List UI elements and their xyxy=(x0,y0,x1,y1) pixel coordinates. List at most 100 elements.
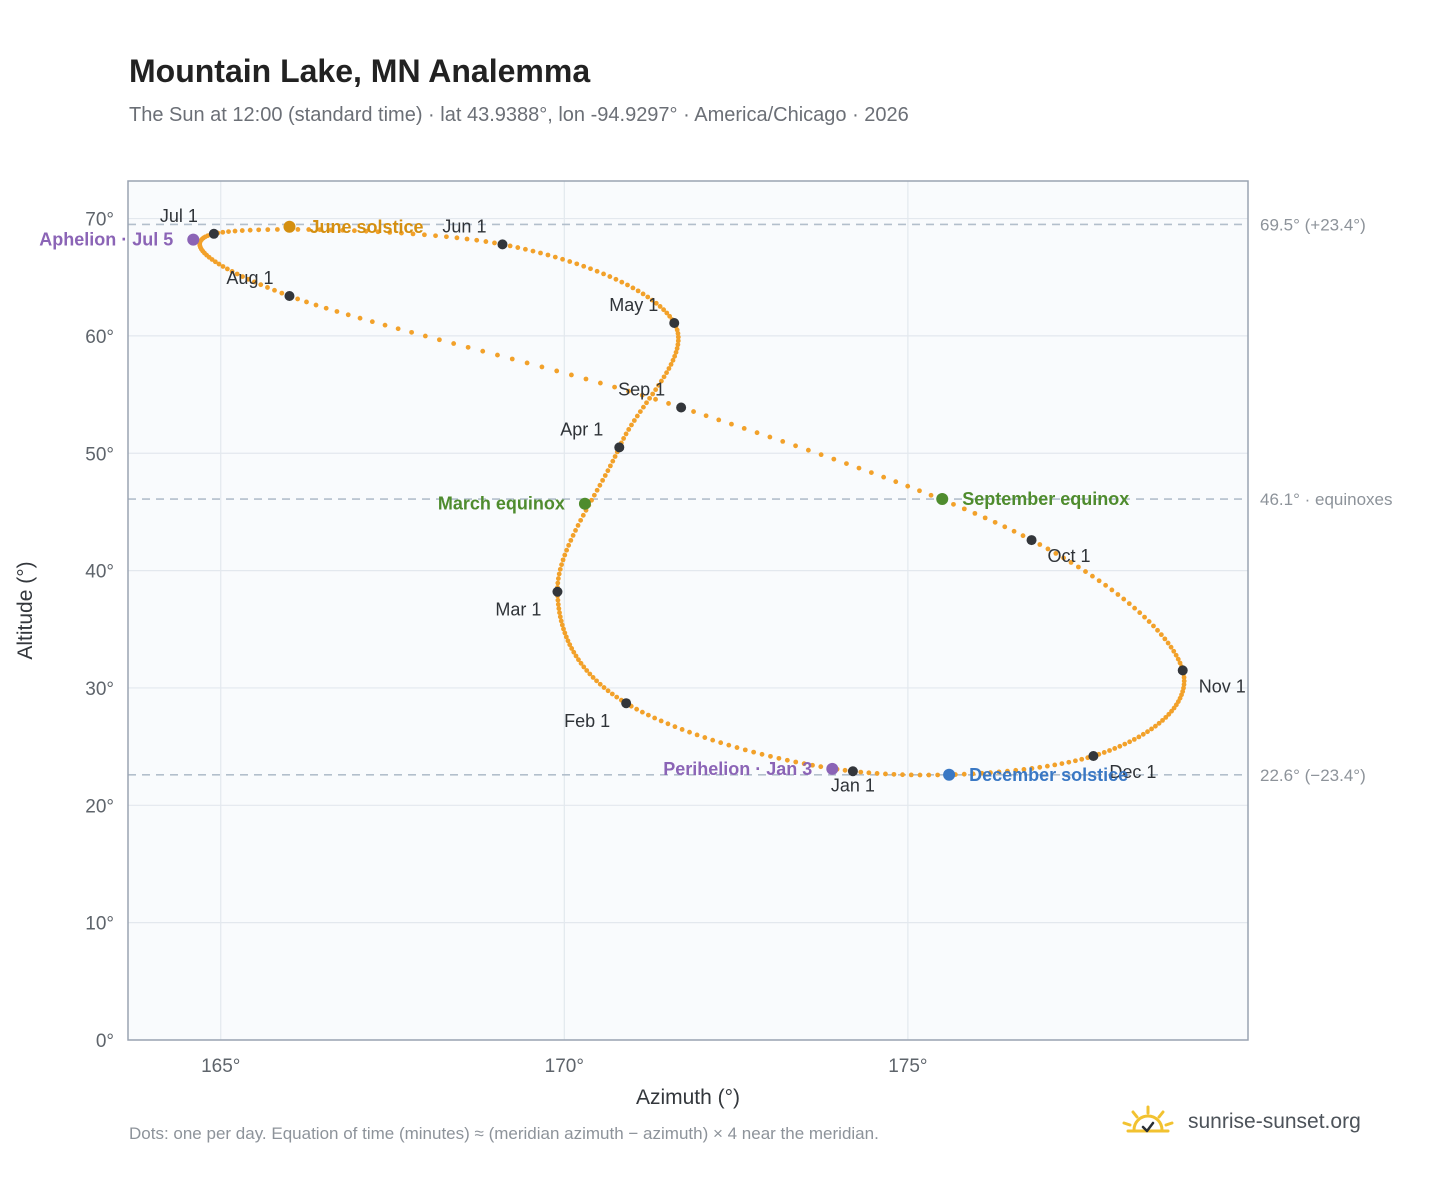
daily-dot xyxy=(666,401,671,406)
daily-dot xyxy=(395,326,401,332)
daily-dot xyxy=(524,360,530,366)
daily-dot xyxy=(675,342,681,348)
daily-dot xyxy=(982,515,988,521)
daily-dot xyxy=(1068,560,1074,565)
daily-dot xyxy=(474,237,480,243)
daily-dot xyxy=(917,772,923,778)
month-label: Jul 1 xyxy=(160,206,198,226)
daily-dot xyxy=(810,762,815,768)
daily-dot xyxy=(1155,627,1160,633)
daily-dot xyxy=(328,227,334,233)
month-label: Jun 1 xyxy=(442,216,486,236)
daily-dot xyxy=(509,356,515,362)
event-label: March equinox xyxy=(438,494,565,514)
daily-dot xyxy=(1112,746,1118,751)
daily-dot xyxy=(600,477,606,483)
daily-dot xyxy=(900,772,905,778)
brand[interactable]: sunrise-sunset.org xyxy=(1120,1104,1361,1140)
daily-dot xyxy=(1037,542,1043,547)
chart-subtitle: The Sun at 12:00 (standard time) · lat 4… xyxy=(129,104,909,126)
daily-dot xyxy=(961,506,967,512)
daily-dot xyxy=(1169,708,1174,714)
daily-dot xyxy=(637,409,643,414)
daily-dot xyxy=(212,259,218,265)
daily-dot xyxy=(776,755,782,761)
daily-dot xyxy=(409,329,414,335)
daily-dot xyxy=(552,254,558,260)
daily-dot xyxy=(274,227,280,232)
daily-dot xyxy=(1158,632,1164,638)
daily-dot xyxy=(1127,739,1133,745)
daily-dot xyxy=(433,233,438,239)
daily-dot xyxy=(590,675,596,680)
month-marker xyxy=(847,766,858,777)
daily-dot xyxy=(560,256,565,262)
daily-dot xyxy=(567,642,573,648)
daily-dot xyxy=(272,287,277,293)
daily-dot xyxy=(495,352,500,358)
daily-dot xyxy=(562,552,568,558)
daily-dot xyxy=(569,646,575,651)
daily-dot xyxy=(675,331,681,336)
daily-dot xyxy=(492,240,497,246)
daily-dot xyxy=(399,230,404,236)
daily-dot xyxy=(754,430,760,436)
event-marker xyxy=(826,762,839,775)
daily-dot xyxy=(1122,741,1128,747)
daily-dot xyxy=(1044,763,1050,769)
daily-dot xyxy=(609,691,615,697)
daily-dot xyxy=(653,300,659,306)
daily-dot xyxy=(1142,614,1147,620)
daily-dot xyxy=(905,483,911,489)
daily-dot xyxy=(1140,731,1146,737)
daily-dot xyxy=(626,388,631,394)
daily-dot xyxy=(607,274,613,279)
month-marker xyxy=(284,291,295,302)
daily-dot xyxy=(1109,587,1115,593)
daily-dot xyxy=(1115,592,1121,597)
daily-dot xyxy=(881,474,887,480)
month-label: Jan 1 xyxy=(831,775,875,795)
daily-dot xyxy=(422,333,428,339)
x-tick-label: 165° xyxy=(201,1056,240,1077)
daily-dot xyxy=(1145,729,1150,735)
daily-dot xyxy=(279,290,285,296)
daily-dot xyxy=(234,271,240,277)
month-marker xyxy=(669,317,680,328)
daily-dot xyxy=(1151,623,1156,629)
daily-dot xyxy=(256,227,262,233)
daily-dot xyxy=(612,384,617,390)
daily-dot xyxy=(629,422,634,428)
daily-dot xyxy=(645,294,651,300)
month-label: May 1 xyxy=(609,295,658,315)
month-label: Dec 1 xyxy=(1109,762,1156,782)
daily-dot xyxy=(240,274,245,279)
month-marker xyxy=(1177,665,1188,676)
daily-dot xyxy=(1137,610,1143,616)
event-label: Perihelion · Jan 3 xyxy=(663,759,812,779)
daily-dot xyxy=(515,245,521,250)
event-markers: June solstice Aphelion · Jul 5 March equin… xyxy=(39,217,1129,785)
month-marker xyxy=(1026,535,1037,546)
daily-dot xyxy=(621,436,627,441)
y-tick-label: 0° xyxy=(96,1031,114,1052)
daily-dot xyxy=(556,571,562,577)
month-marker xyxy=(208,228,219,239)
daily-dot xyxy=(644,400,649,406)
daily-dot xyxy=(634,706,640,712)
y-tick-label: 50° xyxy=(85,444,114,465)
daily-dot xyxy=(1045,546,1051,552)
daily-dot xyxy=(610,458,616,464)
daily-dot xyxy=(1132,605,1138,611)
daily-dot xyxy=(1037,764,1043,770)
daily-dot xyxy=(464,236,470,242)
daily-dot xyxy=(317,227,323,233)
daily-dot xyxy=(908,772,914,778)
event-marker xyxy=(578,497,591,510)
daily-dot xyxy=(1131,736,1137,742)
daily-dot xyxy=(220,264,226,269)
daily-dot xyxy=(451,341,457,346)
daily-dot xyxy=(656,382,661,388)
event-marker xyxy=(187,233,200,246)
daily-dot xyxy=(1101,750,1107,755)
